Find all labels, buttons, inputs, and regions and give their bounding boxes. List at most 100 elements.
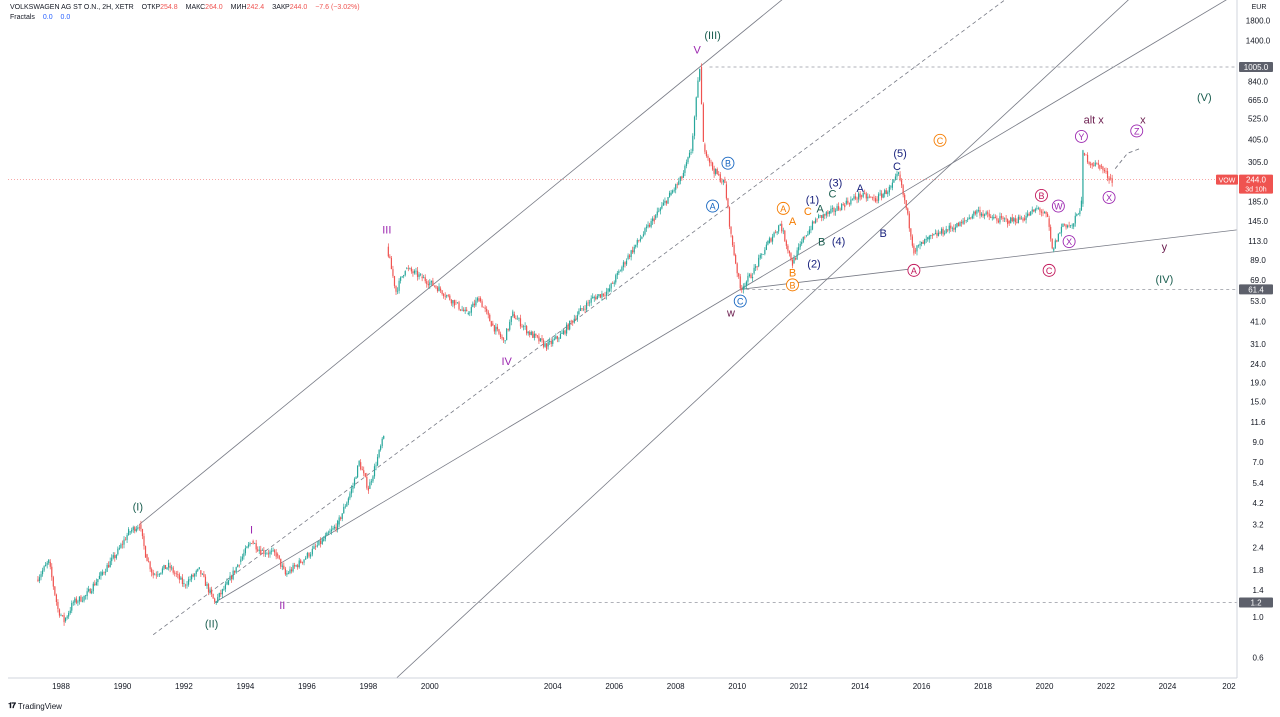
candle-body — [907, 208, 909, 214]
candle-body — [278, 555, 280, 559]
candle-body — [1111, 178, 1113, 183]
symbol-title[interactable]: VOLKSWAGEN AG ST O.N., 2H, XETR — [10, 4, 134, 11]
candle-body — [804, 236, 806, 238]
wave-label-text: B — [789, 267, 796, 279]
candle-body — [1003, 218, 1006, 220]
trend-line-4 — [740, 229, 1237, 290]
candle-body — [400, 277, 402, 281]
candle-body — [625, 260, 628, 265]
x-tick-label: 1996 — [298, 682, 316, 691]
wave-label-1: (II) — [205, 619, 218, 631]
candle-body — [821, 215, 823, 218]
wave-label-text: Z — [1134, 126, 1140, 136]
wave-label-circle — [721, 156, 735, 170]
candle-body — [536, 335, 538, 337]
candle-body — [316, 545, 318, 547]
candle-body — [771, 236, 774, 242]
candle-body — [86, 591, 88, 597]
symbol-row: VOLKSWAGEN AG ST O.N., 2H, XETR ОТКР254.… — [10, 3, 360, 13]
candle-body — [101, 572, 104, 575]
candle-body — [221, 589, 223, 595]
candle-body — [475, 300, 477, 306]
candle-body — [407, 268, 409, 269]
candle-body — [659, 208, 661, 211]
candle-body — [950, 225, 952, 229]
candle-body — [619, 270, 621, 272]
candle-body — [301, 561, 303, 563]
candle-body — [951, 228, 953, 229]
countdown-text: 3d 10h — [1245, 187, 1267, 194]
candle-body — [1065, 224, 1067, 228]
candle-body — [284, 568, 286, 575]
candle-body — [825, 212, 827, 216]
candle-body — [533, 333, 535, 338]
tradingview-brand[interactable]: 𝟏𝟕 TradingView — [8, 701, 62, 711]
candle-body — [432, 280, 434, 286]
candle-body — [670, 192, 672, 196]
candle-body — [413, 270, 416, 274]
indicator-row[interactable]: Fractals 0.0 0.0 — [10, 13, 360, 23]
candle-body — [506, 328, 508, 341]
candle-body — [481, 301, 483, 307]
candle-body — [504, 340, 506, 342]
indicator-name[interactable]: Fractals — [10, 14, 35, 21]
candle-body — [261, 550, 263, 551]
candle-body — [212, 594, 214, 599]
wave-label-circle — [733, 294, 747, 308]
candle-body — [982, 213, 984, 217]
candle-body — [1048, 218, 1050, 227]
wave-label-26: C — [893, 161, 901, 173]
candle-body — [721, 181, 723, 183]
candle-body — [865, 193, 867, 199]
candle-body — [398, 280, 400, 291]
wave-label-text: B — [818, 237, 825, 249]
wave-label-text: B — [725, 159, 731, 169]
candle-body — [360, 462, 362, 470]
candle-body — [850, 199, 852, 205]
candle-body — [1106, 171, 1109, 178]
candle-body — [962, 220, 964, 224]
candle-body — [685, 162, 688, 166]
candle-body — [802, 236, 804, 242]
candle-body — [725, 184, 728, 199]
candle-body — [782, 230, 784, 232]
candle-body — [473, 303, 475, 306]
candle-body — [776, 231, 778, 233]
candle-body — [143, 536, 145, 547]
wave-label-text: C — [828, 188, 836, 200]
candle-body — [884, 190, 886, 195]
x-tick-label: 1990 — [114, 682, 132, 691]
candle-body — [435, 286, 437, 288]
candle-body — [45, 564, 47, 567]
candle-body — [141, 528, 144, 537]
candle-body — [433, 285, 436, 287]
x-tick-label: 2010 — [728, 682, 746, 691]
candle-body — [254, 543, 256, 544]
candle-body — [535, 333, 537, 336]
candle-body — [920, 241, 923, 244]
wave-label-7: (III) — [704, 30, 721, 42]
candle-body — [705, 151, 708, 157]
candle-body — [965, 220, 967, 221]
candle-body — [234, 570, 236, 573]
wave-label-text: X — [1106, 193, 1112, 203]
candle-body — [344, 506, 346, 508]
candle-body — [249, 543, 251, 545]
candle-body — [650, 221, 652, 227]
candle-body — [1086, 154, 1089, 163]
y-tick-label: 185.0 — [1248, 198, 1269, 207]
candle-body — [778, 225, 780, 232]
candle-body — [1023, 218, 1026, 220]
candle-body — [187, 579, 190, 585]
candle-body — [1040, 211, 1043, 213]
wave-label-text: y — [1162, 242, 1168, 254]
wave-label-text: alt x — [1084, 114, 1105, 126]
candle-body — [682, 172, 684, 178]
candle-body — [298, 560, 300, 568]
candle-body — [894, 176, 897, 180]
candle-body — [862, 192, 864, 197]
candle-body — [409, 268, 411, 269]
price-badge-text: 244.0 — [1246, 176, 1267, 185]
